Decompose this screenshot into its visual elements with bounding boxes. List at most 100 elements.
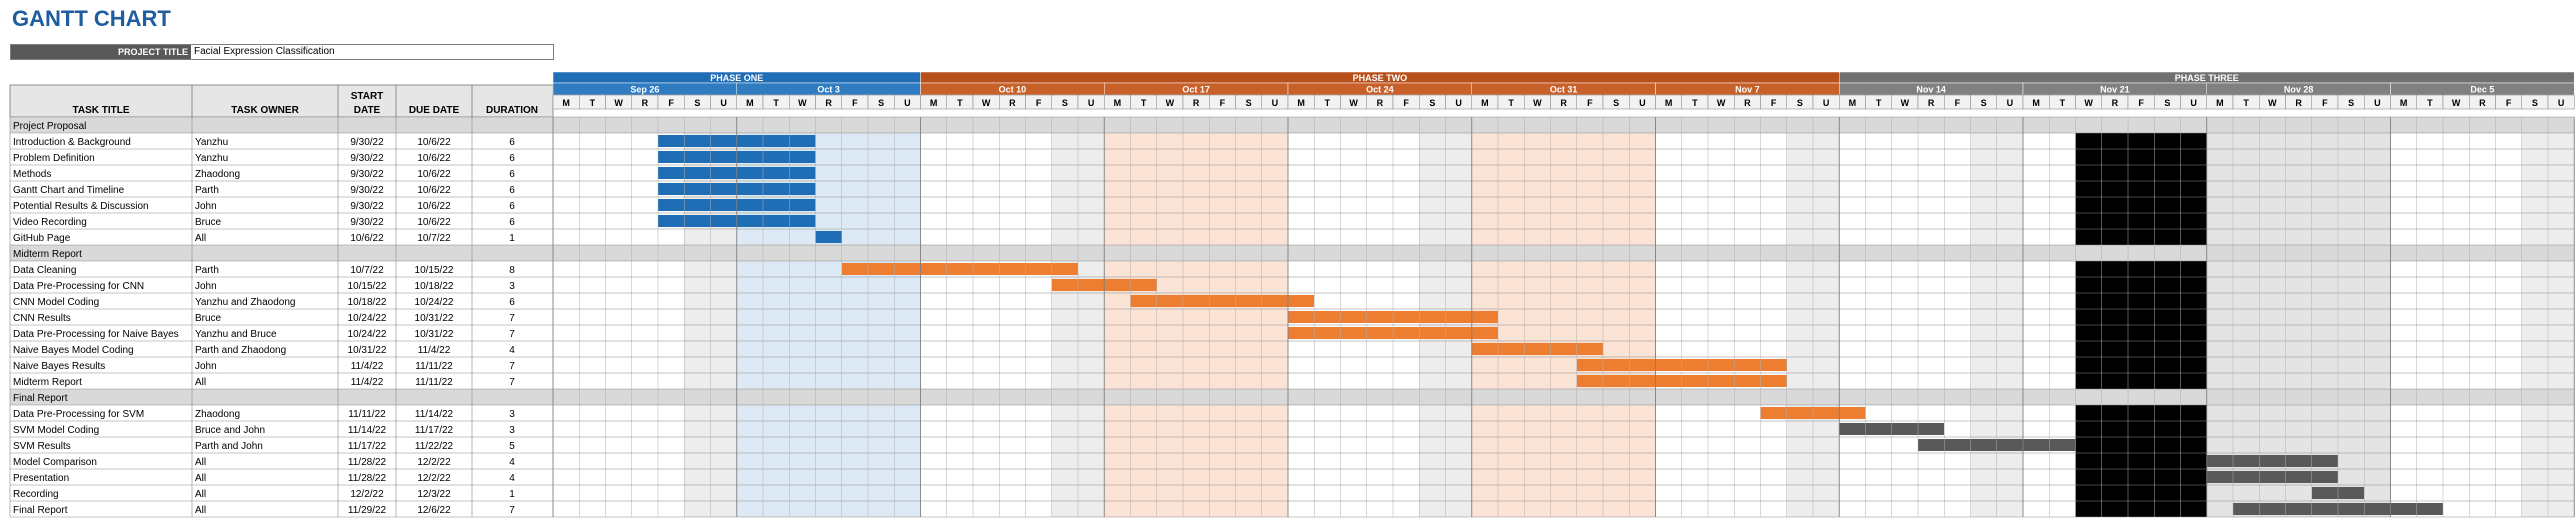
weekday-label: U xyxy=(1272,98,1279,108)
weekday-label: S xyxy=(878,98,884,108)
task-title[interactable]: SVM Model Coding xyxy=(13,425,99,436)
task-title[interactable]: Naive Bayes Model Coding xyxy=(13,345,134,356)
weekday-label: R xyxy=(2479,98,2486,108)
task-bar[interactable] xyxy=(815,231,842,243)
column-header-owner: TASK OWNER xyxy=(231,105,299,116)
weekend-column xyxy=(2548,117,2575,517)
weekday-label: U xyxy=(2374,98,2381,108)
task-title[interactable]: Data Pre-Processing for CNN xyxy=(13,281,144,292)
week-label: Nov 21 xyxy=(2100,85,2130,95)
weekday-label: F xyxy=(1955,98,1961,108)
weekday-label: M xyxy=(746,98,754,108)
weekday-label: F xyxy=(1587,98,1593,108)
weekday-label: T xyxy=(2243,98,2249,108)
weekday-label: U xyxy=(720,98,727,108)
column-header-duration: DURATION xyxy=(486,105,538,116)
task-owner: Bruce xyxy=(195,313,222,324)
task-bar[interactable] xyxy=(1130,295,1315,307)
weekday-label: T xyxy=(773,98,779,108)
task-due-date: 12/6/22 xyxy=(417,505,451,516)
weekday-label: W xyxy=(614,98,623,108)
task-title[interactable]: SVM Results xyxy=(13,441,71,452)
task-title[interactable]: Model Comparison xyxy=(13,457,97,468)
task-due-date: 11/11/22 xyxy=(415,361,453,372)
task-bar[interactable] xyxy=(2206,455,2338,467)
shaded-week xyxy=(1104,117,1288,517)
task-start-date: 10/15/22 xyxy=(348,281,387,292)
weekday-label: S xyxy=(1981,98,1987,108)
week-label: Nov 14 xyxy=(1916,85,1946,95)
task-title[interactable]: CNN Results xyxy=(13,313,71,324)
task-title[interactable]: Methods xyxy=(13,169,51,180)
weekday-label: U xyxy=(1823,98,1830,108)
task-start-date: 9/30/22 xyxy=(350,217,384,228)
weekday-label: F xyxy=(2322,98,2328,108)
weekday-label: T xyxy=(1692,98,1698,108)
task-due-date: 10/6/22 xyxy=(417,185,451,196)
weekday-label: T xyxy=(1876,98,1882,108)
weekday-label: W xyxy=(1349,98,1358,108)
weekday-label: U xyxy=(2558,98,2565,108)
task-start-date: 11/4/22 xyxy=(351,361,384,372)
task-title[interactable]: Data Pre-Processing for SVM xyxy=(13,409,144,420)
task-title[interactable]: Midterm Report xyxy=(13,377,82,388)
task-title[interactable]: Gantt Chart and Timeline xyxy=(13,185,125,196)
task-due-date: 10/24/22 xyxy=(415,297,454,308)
task-title[interactable]: Introduction & Background xyxy=(13,137,131,148)
task-bar[interactable] xyxy=(2206,471,2338,483)
task-bar[interactable] xyxy=(841,263,1078,275)
section-row-bg xyxy=(10,245,2575,261)
section-title: Project Proposal xyxy=(13,121,86,132)
task-owner: All xyxy=(195,233,206,244)
task-title[interactable]: CNN Model Coding xyxy=(13,297,99,308)
task-bar[interactable] xyxy=(1471,343,1603,355)
task-due-date: 10/31/22 xyxy=(415,329,454,340)
task-title[interactable]: Data Cleaning xyxy=(13,265,76,276)
week-label: Sep 26 xyxy=(630,85,659,95)
task-owner: John xyxy=(195,361,217,372)
weekday-label: R xyxy=(1744,98,1751,108)
task-title[interactable]: GitHub Page xyxy=(13,233,71,244)
task-start-date: 9/30/22 xyxy=(350,185,384,196)
task-owner: Parth and Zhaodong xyxy=(195,345,286,356)
task-duration: 4 xyxy=(509,473,515,484)
weekday-label: W xyxy=(1901,98,1910,108)
task-owner: Parth xyxy=(195,265,219,276)
project-title-field[interactable]: Facial Expression Classification xyxy=(191,45,553,59)
task-title[interactable]: Presentation xyxy=(13,473,69,484)
task-start-date: 11/28/22 xyxy=(348,473,387,484)
task-duration: 8 xyxy=(509,265,515,276)
task-title[interactable]: Video Recording xyxy=(13,217,87,228)
task-due-date: 10/31/22 xyxy=(415,313,454,324)
weekday-label: M xyxy=(1297,98,1305,108)
task-duration: 7 xyxy=(509,329,515,340)
weekday-label: F xyxy=(1220,98,1226,108)
task-title[interactable]: Final Report xyxy=(13,505,68,516)
task-due-date: 10/7/22 xyxy=(417,233,451,244)
task-owner: John xyxy=(195,281,217,292)
weekday-label: M xyxy=(562,98,570,108)
task-start-date: 11/17/22 xyxy=(348,441,387,452)
weekday-label: M xyxy=(2216,98,2224,108)
weekday-label: F xyxy=(852,98,858,108)
task-due-date: 11/22/22 xyxy=(415,441,454,452)
task-title[interactable]: Naive Bayes Results xyxy=(13,361,105,372)
weekday-label: W xyxy=(2452,98,2461,108)
task-title[interactable]: Potential Results & Discussion xyxy=(13,201,149,212)
weekday-label: T xyxy=(1325,98,1331,108)
week-label: Oct 17 xyxy=(1182,85,1210,95)
task-title[interactable]: Problem Definition xyxy=(13,153,95,164)
section-title: Final Report xyxy=(13,393,68,404)
weekday-label: M xyxy=(1481,98,1489,108)
project-title-label: PROJECT TITLE xyxy=(11,45,191,59)
column-header-start-line2: DATE xyxy=(354,105,381,116)
task-title[interactable]: Data Pre-Processing for Naive Bayes xyxy=(13,329,179,340)
task-owner: Yanzhu xyxy=(195,137,228,148)
weekend-column xyxy=(1078,117,1105,517)
task-title[interactable]: Recording xyxy=(13,489,59,500)
weekday-label: U xyxy=(1455,98,1462,108)
weekday-label: S xyxy=(1246,98,1252,108)
weekday-label: U xyxy=(904,98,911,108)
weekday-label: M xyxy=(1665,98,1673,108)
task-start-date: 10/7/22 xyxy=(350,265,384,276)
